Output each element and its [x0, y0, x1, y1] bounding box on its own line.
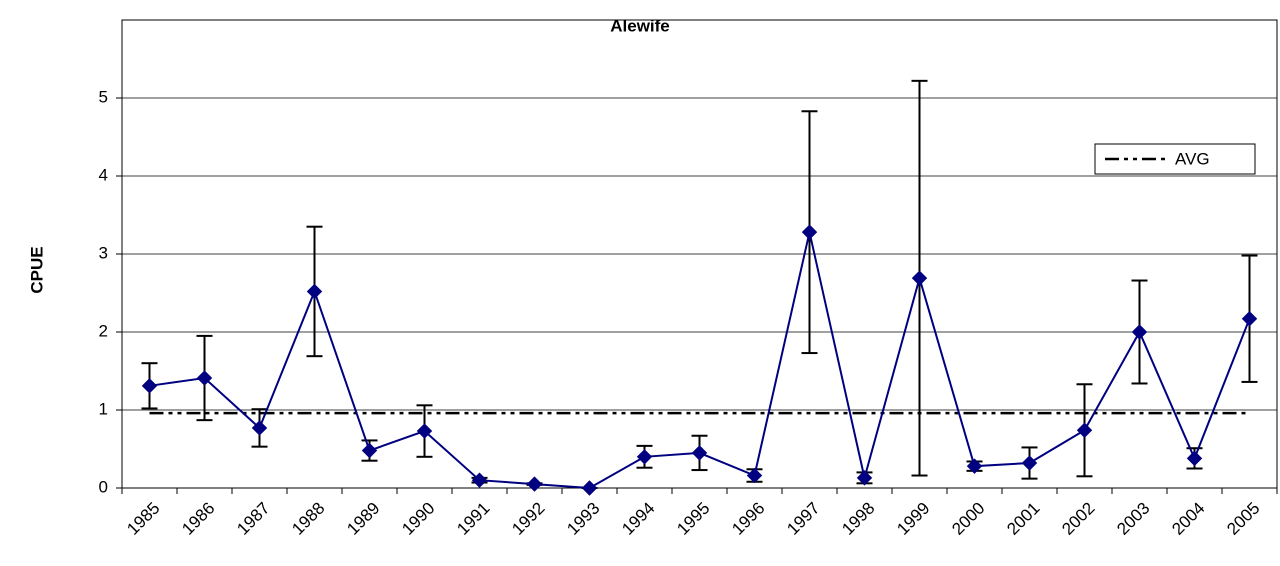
marker	[691, 445, 708, 461]
plot-border	[121, 19, 1278, 489]
y-tick-label: 3	[99, 243, 108, 262]
marker	[251, 420, 268, 436]
x-tick-label: 1993	[563, 499, 603, 539]
marker	[1241, 311, 1258, 327]
x-tick-label: 1996	[728, 499, 768, 539]
marker	[1131, 324, 1148, 340]
x-tick-label: 2004	[1168, 499, 1208, 539]
x-tick-label: 2001	[1003, 499, 1043, 539]
x-tick-label: 1990	[398, 499, 438, 539]
x-tick-label: 2000	[948, 499, 988, 539]
x-tick-label: 2005	[1223, 499, 1263, 539]
marker	[526, 476, 543, 492]
marker	[801, 224, 818, 240]
marker	[416, 423, 433, 439]
y-tick-label: 0	[99, 477, 108, 496]
x-tick-label: 1988	[288, 499, 328, 539]
x-tick-label: 1986	[178, 499, 218, 539]
x-tick-label: 1999	[893, 499, 933, 539]
marker	[306, 283, 323, 300]
x-tick-label: 1992	[508, 499, 548, 539]
x-tick-label: 1995	[673, 499, 713, 539]
legend-label: AVG	[1175, 149, 1210, 168]
marker	[471, 472, 488, 488]
x-tick-label: 1987	[233, 499, 273, 539]
marker	[361, 442, 378, 459]
marker	[581, 480, 598, 496]
x-tick-label: 1991	[453, 499, 493, 539]
x-tick-label: 1989	[343, 499, 383, 539]
x-tick-label: 2003	[1113, 499, 1153, 539]
y-tick-label: 1	[99, 399, 108, 418]
marker	[196, 370, 213, 386]
marker	[1186, 450, 1203, 467]
marker	[141, 378, 158, 394]
x-tick-label: 1998	[838, 499, 878, 539]
chart-title: Alewife	[610, 16, 670, 35]
y-tick-label: 5	[99, 87, 108, 106]
y-tick-label: 4	[99, 165, 108, 184]
x-tick-label: 1994	[618, 499, 658, 539]
marker	[746, 467, 763, 484]
marker	[1076, 422, 1093, 438]
x-tick-label: 2002	[1058, 499, 1098, 539]
marker	[1021, 455, 1038, 471]
marker	[911, 270, 928, 286]
legend-box	[1094, 143, 1256, 175]
x-tick-label: 1997	[783, 499, 823, 539]
marker	[636, 449, 653, 465]
y-tick-label: 2	[99, 321, 108, 340]
x-tick-label: 1985	[123, 499, 163, 539]
marker	[966, 458, 983, 474]
y-axis-label: CPUE	[27, 246, 46, 293]
marker	[856, 470, 873, 486]
